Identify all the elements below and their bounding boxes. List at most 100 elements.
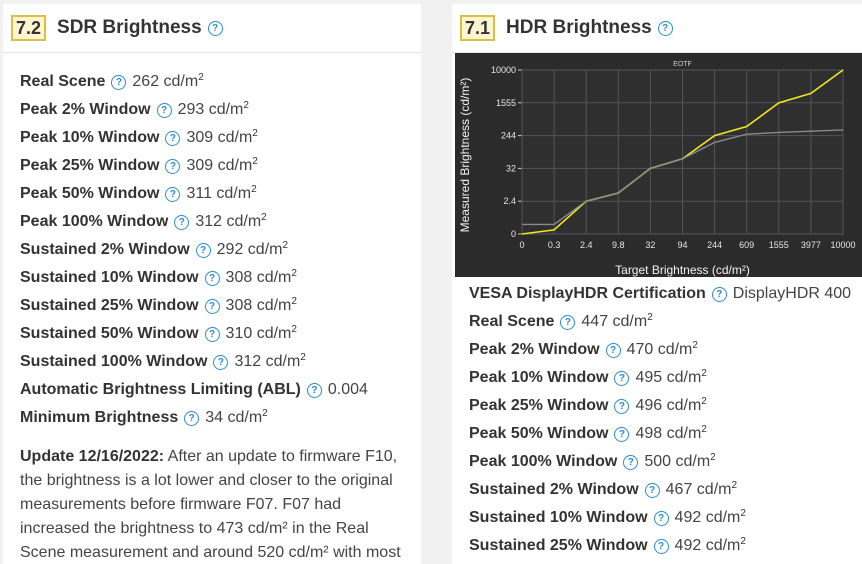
y-tick-label: 32 [506,163,516,173]
hdr-header: 7.1 HDR Brightness ? [452,4,862,53]
question-circle-icon[interactable]: ? [614,427,630,442]
measurement-row: Sustained 100% Window? 312 cd/m2 [20,348,368,376]
measurement-value: DisplayHDR 400 [732,285,852,302]
measurement-value: 308 cd/m [225,269,292,286]
measurement-label: Real Scene [20,73,106,90]
measurement-row: Real Scene? 262 cd/m2 [20,68,368,96]
x-tick-label: 244 [707,240,722,250]
unit-superscript: 2 [262,408,268,419]
measurement-label: Peak 2% Window [20,101,151,118]
question-circle-icon[interactable]: ? [711,287,727,302]
measurement-label: Peak 50% Window [20,185,160,202]
hdr-brightness-card: 7.1 HDR Brightness ? 0 2.4 32 244 1555 10000 0… [452,4,862,564]
measurement-row: Peak 50% Window? 498 cd/m2 [469,420,851,448]
measurement-label: Sustained 50% Window [20,325,199,342]
measurement-value: 312 cd/m [195,213,262,230]
question-circle-icon[interactable]: ? [184,411,200,426]
unit-superscript: 2 [731,480,738,491]
unit-superscript: 2 [243,100,249,111]
x-tick-label: 2.4 [580,240,593,250]
question-circle-icon[interactable]: ? [156,103,172,118]
unit-superscript: 2 [300,352,306,363]
unit-superscript: 2 [282,240,289,251]
measurement-value: 312 cd/m [234,353,301,370]
question-circle-icon[interactable]: ? [653,511,669,526]
measurement-value: 293 cd/m [177,101,244,118]
question-circle-icon[interactable]: ? [614,371,630,386]
measurement-value: 492 cd/m [674,537,741,554]
y-tick-label: 0 [511,229,516,239]
y-tick-label: 244 [501,131,516,141]
measurement-label: Peak 100% Window [469,453,618,470]
measurement-row: VESA DisplayHDR Certification? DisplayHDR… [469,280,851,308]
x-tick-label: 10000 [830,240,855,250]
x-tick-label: 0 [519,240,524,250]
measurement-label: VESA DisplayHDR Certification [469,285,706,302]
x-tick-label: 9.8 [612,240,625,250]
measurement-value: 496 cd/m [635,397,702,414]
measurement-label: Sustained 2% Window [469,481,639,498]
measurement-label: Sustained 100% Window [20,353,208,370]
question-circle-icon[interactable]: ? [644,483,660,498]
measurement-row: Sustained 25% Window? 308 cd/m2 [20,292,368,320]
question-circle-icon[interactable]: ? [653,539,669,554]
question-circle-icon[interactable]: ? [207,20,223,36]
unit-superscript: 2 [701,424,707,435]
measurement-value: 447 cd/m [581,313,648,330]
y-tick-label: 1555 [496,98,516,108]
measurement-label: Minimum Brightness [20,409,179,426]
measurement-value: 470 cd/m [626,341,693,358]
measurement-label: Peak 2% Window [469,341,600,358]
unit-superscript: 2 [710,452,716,463]
question-circle-icon[interactable]: ? [165,159,181,174]
x-tick-label: 3977 [801,240,821,250]
measurement-label: Sustained 25% Window [20,297,199,314]
measurement-label: Real Scene [469,313,555,330]
question-circle-icon[interactable]: ? [204,271,220,286]
question-circle-icon[interactable]: ? [657,20,673,36]
question-circle-icon[interactable]: ? [165,131,181,146]
question-circle-icon[interactable]: ? [213,355,229,370]
hdr-score-badge: 7.1 [460,15,496,41]
measurement-label: Peak 10% Window [469,369,609,386]
measurement-value: 0.004 [327,381,368,398]
question-circle-icon[interactable]: ? [306,383,322,398]
unit-superscript: 2 [252,156,258,167]
question-circle-icon[interactable]: ? [174,215,190,230]
question-circle-icon[interactable]: ? [623,455,639,470]
question-circle-icon[interactable]: ? [111,75,127,90]
x-tick-label: 609 [739,240,754,250]
question-circle-icon[interactable]: ? [195,243,211,258]
sdr-header: 7.2 SDR Brightness ? [3,4,421,53]
sdr-title: SDR Brightness [57,17,202,38]
measurement-label: Sustained 2% Window [20,241,190,258]
measurement-value: 34 cd/m [205,409,263,426]
y-tick-label: 10000 [491,65,516,75]
measurement-row: Automatic Brightness Limiting (ABL)? 0.00… [20,376,368,404]
measurement-label: Automatic Brightness Limiting (ABL) [20,381,301,398]
measurement-value: 311 cd/m [186,185,252,202]
unit-superscript: 2 [252,128,258,139]
measurement-value: 310 cd/m [225,325,292,342]
question-circle-icon[interactable]: ? [204,299,220,314]
measurement-row: Sustained 10% Window? 492 cd/m2 [469,504,851,532]
measurement-row: Peak 100% Window? 312 cd/m2 [20,208,368,236]
unit-superscript: 2 [198,72,204,83]
measurement-label: Sustained 25% Window [469,537,648,554]
question-circle-icon[interactable]: ? [605,343,621,358]
update-heading: Update 12/16/2022: [20,448,165,465]
measurement-value: 309 cd/m [186,157,253,174]
measurement-row: Peak 2% Window? 470 cd/m2 [469,336,851,364]
unit-superscript: 2 [740,536,746,547]
question-circle-icon[interactable]: ? [560,315,576,330]
y-tick-label: 2.4 [503,196,516,206]
question-circle-icon[interactable]: ? [614,399,630,414]
x-tick-label: 0.3 [548,240,561,250]
unit-superscript: 2 [291,296,297,307]
question-circle-icon[interactable]: ? [204,327,220,342]
measurement-value: 292 cd/m [216,241,283,258]
measurement-label: Peak 50% Window [469,425,609,442]
measurement-value: 492 cd/m [674,509,741,526]
measurement-value: 495 cd/m [635,369,702,386]
question-circle-icon[interactable]: ? [165,187,181,202]
